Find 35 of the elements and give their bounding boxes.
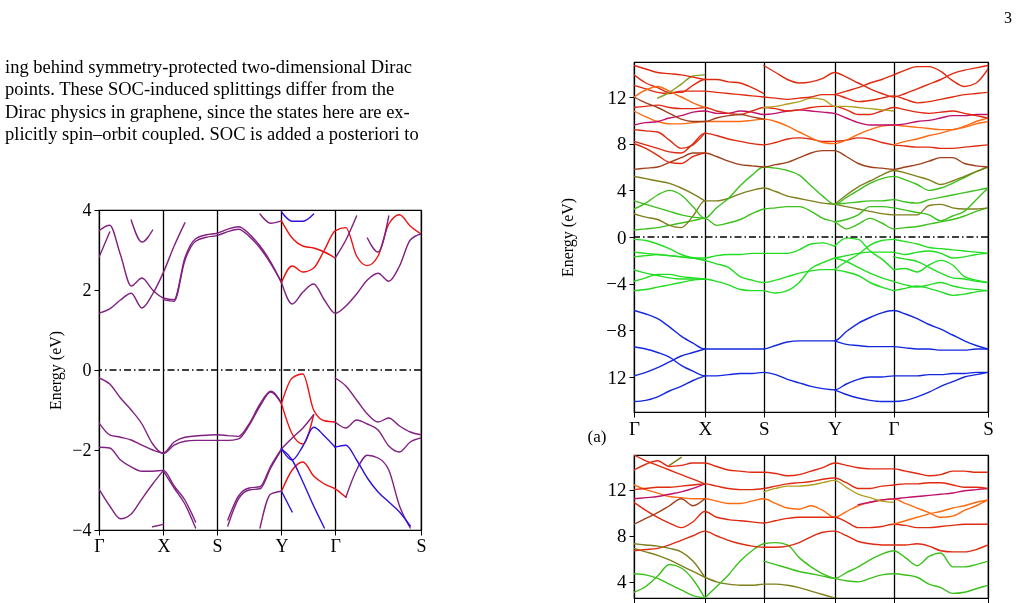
y-tick-label: 4 (617, 571, 627, 593)
y-tick-label: −2 (72, 439, 92, 460)
x-tick-label: S (983, 417, 994, 439)
text: 3 (1004, 9, 1012, 26)
y-tick-label: −4 (606, 273, 627, 295)
x-tick-label: S (212, 535, 223, 556)
y-tick-label: 8 (617, 133, 627, 155)
x-tick-label: X (698, 417, 713, 439)
x-tick-label: S (416, 535, 427, 556)
x-tick-label: Y (275, 535, 289, 556)
y-tick-label: 12 (607, 366, 627, 388)
y-tick-label: 0 (617, 226, 627, 248)
y-tick-label: −4 (72, 519, 92, 540)
text: (a) (587, 427, 607, 446)
x-tick-label: Γ (888, 417, 900, 439)
x-tick-label: S (759, 417, 770, 439)
y-tick-label: 0 (82, 359, 92, 380)
y-tick-label: 12 (607, 86, 627, 108)
y-tick-label: 4 (617, 179, 627, 201)
x-tick-label: Γ (330, 535, 341, 556)
x-tick-label: X (157, 535, 171, 556)
y-tick-label: 12 (607, 479, 627, 501)
text: Dirac physics in graphene, since the states here are ex- (5, 101, 410, 122)
x-tick-label: Γ (94, 535, 105, 556)
text: plicitly spin–orbit coupled. SOC is added a posteriori to (5, 123, 419, 144)
y-tick-label: 8 (617, 525, 627, 547)
y-tick-label: 4 (82, 199, 92, 220)
x-tick-label: Γ (629, 417, 641, 439)
y-axis-title: Energy (eV) (47, 330, 66, 411)
text: points. These SOC-induced splittings differ from the (5, 79, 395, 100)
x-tick-label: Y (828, 417, 843, 439)
y-axis-title: Energy (eV) (559, 197, 578, 278)
text: ing behind symmetry-protected two-dimensional Dirac (5, 57, 412, 77)
y-tick-label: 2 (82, 279, 92, 300)
y-tick-label: −8 (606, 319, 627, 341)
